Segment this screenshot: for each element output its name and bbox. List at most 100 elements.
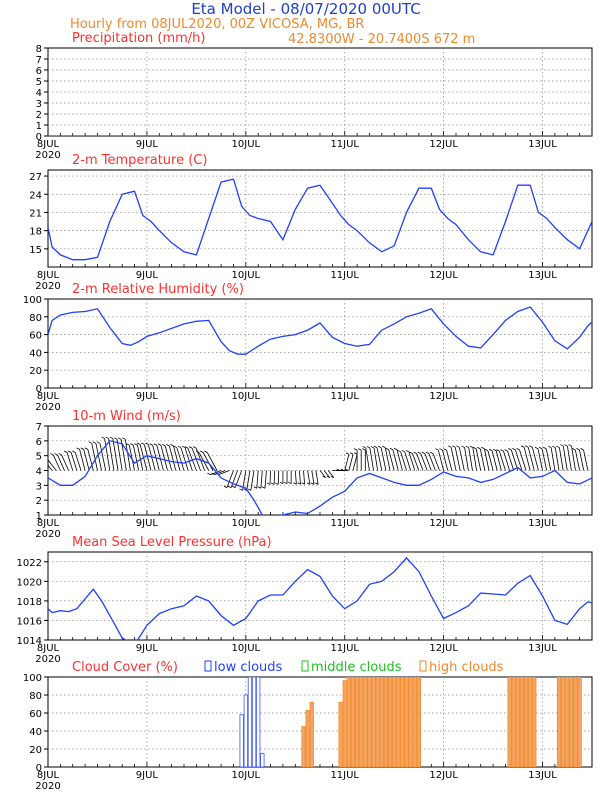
wind-barb-flag [310, 482, 315, 485]
y-tick-label: 24 [29, 190, 42, 201]
wind-barb-flag [504, 449, 508, 452]
data-marks-cloud [239, 677, 582, 767]
wind-barb [66, 452, 74, 471]
wind-barb-flag [525, 445, 529, 448]
wind-barb-flag [126, 443, 130, 446]
wind-barb [91, 443, 98, 471]
x-tick-label: 13JUL [528, 518, 557, 529]
wind-barb-flag [397, 449, 401, 453]
legend-swatch [204, 660, 212, 672]
wind-barb [537, 448, 543, 471]
wind-barb-flag [429, 451, 434, 455]
wind-barb [532, 447, 539, 471]
wind-barb [392, 449, 399, 471]
y-tick-label: 2 [36, 110, 42, 121]
cloud-bar-high [556, 677, 562, 767]
wind-barb-flag [534, 446, 539, 450]
wind-barb-flag [500, 449, 504, 452]
x-tick-label: 9JUL [136, 770, 159, 781]
y-tick-label: 1014 [17, 636, 42, 647]
wind-barb-flag [421, 451, 426, 455]
wind-barb [404, 451, 412, 471]
wind-barb [79, 449, 86, 471]
wind-barb-flag [358, 448, 362, 451]
wind-barb-flag [44, 457, 47, 459]
wind-barb [294, 470, 297, 485]
wind-barb [311, 470, 315, 485]
cloud-bar-high [561, 677, 566, 767]
y-tick-label: 100 [23, 673, 42, 684]
y-tick-label: 80 [29, 691, 42, 702]
wind-barb [541, 448, 548, 471]
wind-barb [277, 470, 280, 485]
panel-temp: 15 18 21 24 27 8JUL 9JUL 10JUL 11JUL 12JUL 13JUL 20… [29, 153, 593, 292]
series-line-rh [48, 306, 592, 355]
wind-barb [57, 454, 65, 471]
wind-barb [230, 470, 238, 488]
wind-barb-flag [153, 443, 158, 446]
cloud-bar-high [528, 677, 533, 767]
wind-barb [83, 449, 90, 471]
y-tick-label: 21 [29, 208, 42, 219]
wind-barb-flag [481, 446, 485, 450]
x-tick-label: 9JUL [136, 518, 159, 529]
wind-barb-flag [465, 445, 469, 448]
wind-barb [348, 454, 354, 471]
wind-barb [507, 451, 515, 471]
panel-rh: 0 20 40 60 80 100 8JUL 9JUL 10JUL 11JUL 12JUL 13JUL… [23, 282, 593, 413]
wind-barb-flag [188, 446, 193, 449]
wind-barb [187, 447, 197, 471]
wind-barb [373, 447, 379, 471]
wind-barb-flag [405, 449, 410, 453]
cloud-bar-high [573, 677, 578, 767]
wind-barb [226, 470, 234, 488]
cloud-bar-high [387, 677, 393, 767]
wind-barb-flag [232, 485, 236, 489]
wind-barb-flag [330, 475, 335, 479]
y-tick-label: 1 [36, 121, 42, 132]
x-tick-label: 13JUL [528, 270, 557, 281]
wind-barb-flag [345, 452, 350, 455]
wind-barb-flag [484, 448, 489, 452]
cloud-bar-high [519, 677, 525, 767]
wind-barb [168, 445, 177, 471]
wind-barb [566, 446, 572, 471]
cloud-bar-high [301, 726, 306, 767]
wind-barb-flag [181, 445, 186, 448]
series-line-mslp [48, 556, 592, 640]
wind-barb-flag [211, 472, 215, 476]
wind-barb [424, 453, 432, 471]
chart-location: 42.8300W - 20.7400S 672 m [288, 32, 475, 47]
wind-barb [510, 449, 519, 471]
wind-barb-flag [223, 485, 228, 489]
wind-barb [124, 439, 131, 471]
wind-barb-flag [362, 448, 366, 451]
x-year-label: 2020 [35, 529, 60, 540]
cloud-bar-high [515, 677, 520, 767]
wind-barb-flag [149, 443, 153, 446]
chart-title: Eta Model - 08/07/2020 00UTC [191, 0, 420, 18]
panel-mslp: 1014 1016 1018 1020 1022 8JUL 9JUL 10JUL 11JUL 12… [17, 535, 593, 665]
wind-barb [218, 470, 230, 476]
wind-barb [442, 449, 449, 471]
wind-barb-flag [50, 453, 54, 456]
wind-barb-flag [362, 446, 366, 449]
wind-barb [479, 448, 486, 471]
y-tick-label: 40 [29, 348, 42, 359]
cloud-bar-high [408, 677, 413, 767]
panel-wind: 1 2 3 4 5 6 7 8JUL 9JUL 10JUL 11JUL 12JUL 13JUL 2020 1… [35, 409, 593, 540]
wind-barb-flag [385, 447, 389, 451]
cloud-bar-low [243, 694, 248, 767]
wind-barb [256, 470, 259, 489]
wind-barb-flag [261, 486, 266, 489]
cloud-bar-high [577, 677, 582, 767]
series-line-temp [48, 178, 592, 261]
x-tick-label: 13JUL [528, 139, 557, 150]
wind-barb-flag [393, 447, 398, 451]
cloud-bar-high [375, 677, 380, 767]
wind-barb [143, 444, 152, 471]
wind-barb [450, 447, 457, 471]
cloud-bar-low [260, 753, 265, 767]
wind-barb [412, 453, 420, 471]
wind-barb-flag [568, 444, 572, 447]
